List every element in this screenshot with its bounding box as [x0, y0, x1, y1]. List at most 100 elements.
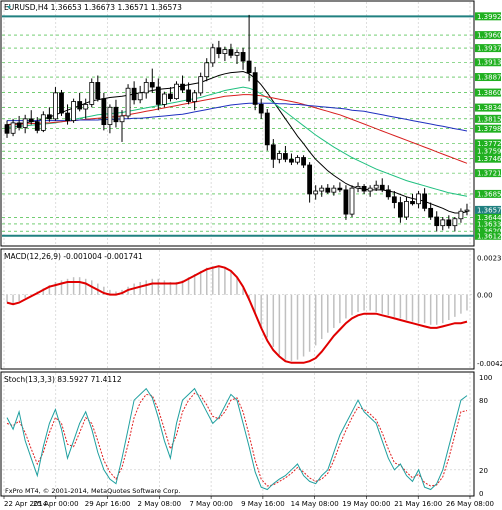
- candle: [283, 145, 288, 163]
- price-tag: 1.38605: [475, 88, 502, 97]
- stoch-pane-border: [0, 371, 475, 497]
- candle: [168, 87, 173, 102]
- candle: [131, 81, 137, 105]
- time-tick-label: 9 May 16:00: [241, 500, 285, 508]
- moving-average-line: [6, 86, 468, 197]
- candle: [222, 46, 228, 62]
- price-tick-label: 1.36850: [477, 190, 502, 198]
- stoch-axis: 100 80 20 0: [479, 374, 492, 498]
- price-tag: 1.36205: [475, 227, 502, 236]
- candle: [410, 193, 415, 206]
- candle: [16, 115, 22, 131]
- macd-tick-label: -0.004297: [477, 360, 502, 368]
- price-tick-label: 1.36125: [477, 232, 502, 240]
- candle: [295, 155, 300, 165]
- candle: [174, 81, 179, 100]
- macd-label: MACD(12,26,9) -0.001004 -0.001741: [4, 252, 143, 261]
- price-tick-label: 1.37210: [477, 170, 502, 178]
- time-tick-label: 14 May 08:00: [291, 500, 339, 508]
- candle: [270, 139, 276, 168]
- candle: [440, 217, 446, 231]
- candle: [331, 185, 337, 196]
- macd-signal-line: [6, 265, 468, 364]
- price-tag: 1.37980: [475, 124, 502, 133]
- candle: [40, 111, 46, 133]
- candle: [289, 153, 294, 166]
- macd-axis: 0.002335 0.00 -0.004297: [477, 255, 502, 368]
- price-axis: 1.39925 1.39600 1.39375 1.39130 1.38874 1.386…: [475, 12, 502, 240]
- price-tick-label: 1.38605: [477, 89, 502, 97]
- candle: [137, 85, 143, 104]
- candle: [398, 196, 403, 223]
- candle: [192, 89, 198, 111]
- candle: [46, 107, 52, 122]
- candle: [228, 43, 234, 59]
- candle: [204, 58, 210, 82]
- candle: [349, 185, 355, 218]
- price-tick-label: 1.37460: [477, 155, 502, 163]
- price-tag: 1.38874: [475, 73, 502, 82]
- stoch-levels: [2, 399, 474, 471]
- stoch-signal-line: [6, 392, 468, 487]
- candle: [113, 99, 119, 128]
- macd-pane-border: [0, 248, 475, 370]
- candle: [391, 191, 397, 209]
- stoch-main-line: [6, 387, 468, 491]
- candle: [246, 14, 252, 82]
- time-tick-label: 2 May 08:00: [138, 500, 182, 508]
- price-tick-label: 1.38345: [477, 104, 502, 112]
- price-tick-label: 1.39600: [477, 32, 502, 40]
- price-tick-label: 1.36205: [477, 228, 502, 236]
- copyright-text: FxPro MT4, © 2001-2014, MetaQuotes Softw…: [5, 487, 180, 495]
- candle: [404, 196, 409, 220]
- candle: [125, 84, 131, 119]
- candle: [264, 109, 270, 151]
- price-tag: 1.37590: [475, 147, 502, 156]
- price-tag: 1.37460: [475, 154, 502, 163]
- current-price-label: 1.36573: [477, 206, 502, 214]
- time-tick-label: 19 May 00:00: [342, 500, 390, 508]
- candles: [4, 14, 470, 232]
- stoch-label: Stoch(13,3,3) 83.5927 71.4112: [4, 375, 122, 384]
- price-tag: 1.36440: [475, 213, 502, 222]
- candle: [216, 40, 222, 59]
- price-tick-label: 1.37725: [477, 140, 502, 148]
- price-tag: 1.38150: [475, 114, 502, 123]
- price-tick-label: 1.36440: [477, 214, 502, 222]
- macd-histogram: [2, 266, 474, 362]
- price-tag: 1.39130: [475, 58, 502, 67]
- candle: [59, 89, 64, 116]
- candle: [276, 150, 282, 164]
- price-grid: [3, 2, 471, 495]
- candle: [95, 75, 101, 102]
- candle: [258, 98, 264, 119]
- candle: [428, 202, 434, 220]
- price-tick-label: 1.38150: [477, 115, 502, 123]
- candle: [22, 114, 28, 134]
- time-tick-label: 7 May 00:00: [189, 500, 233, 508]
- candle: [464, 203, 470, 216]
- collapse-arrow-icon[interactable]: [7, 6, 11, 9]
- candle: [422, 188, 428, 212]
- candle: [83, 98, 89, 119]
- candle: [385, 185, 391, 200]
- stoch-tick-label: 20: [479, 467, 488, 475]
- candle: [101, 92, 107, 131]
- price-tag: 1.36125: [475, 231, 502, 240]
- price-tag: 1.39925: [475, 12, 502, 21]
- candle: [34, 117, 40, 134]
- candle: [107, 104, 113, 134]
- price-tick-label: 1.39130: [477, 59, 502, 67]
- candle: [373, 180, 379, 192]
- price-tick-label: 1.37980: [477, 125, 502, 133]
- candle: [313, 185, 319, 200]
- price-tick-label: 1.37590: [477, 148, 502, 156]
- candle: [361, 184, 367, 194]
- candle: [149, 68, 155, 93]
- price-tick-label: 1.39375: [477, 45, 502, 53]
- candle: [89, 78, 95, 108]
- candle: [367, 185, 373, 197]
- current-price-tag: 1.36573: [475, 205, 502, 214]
